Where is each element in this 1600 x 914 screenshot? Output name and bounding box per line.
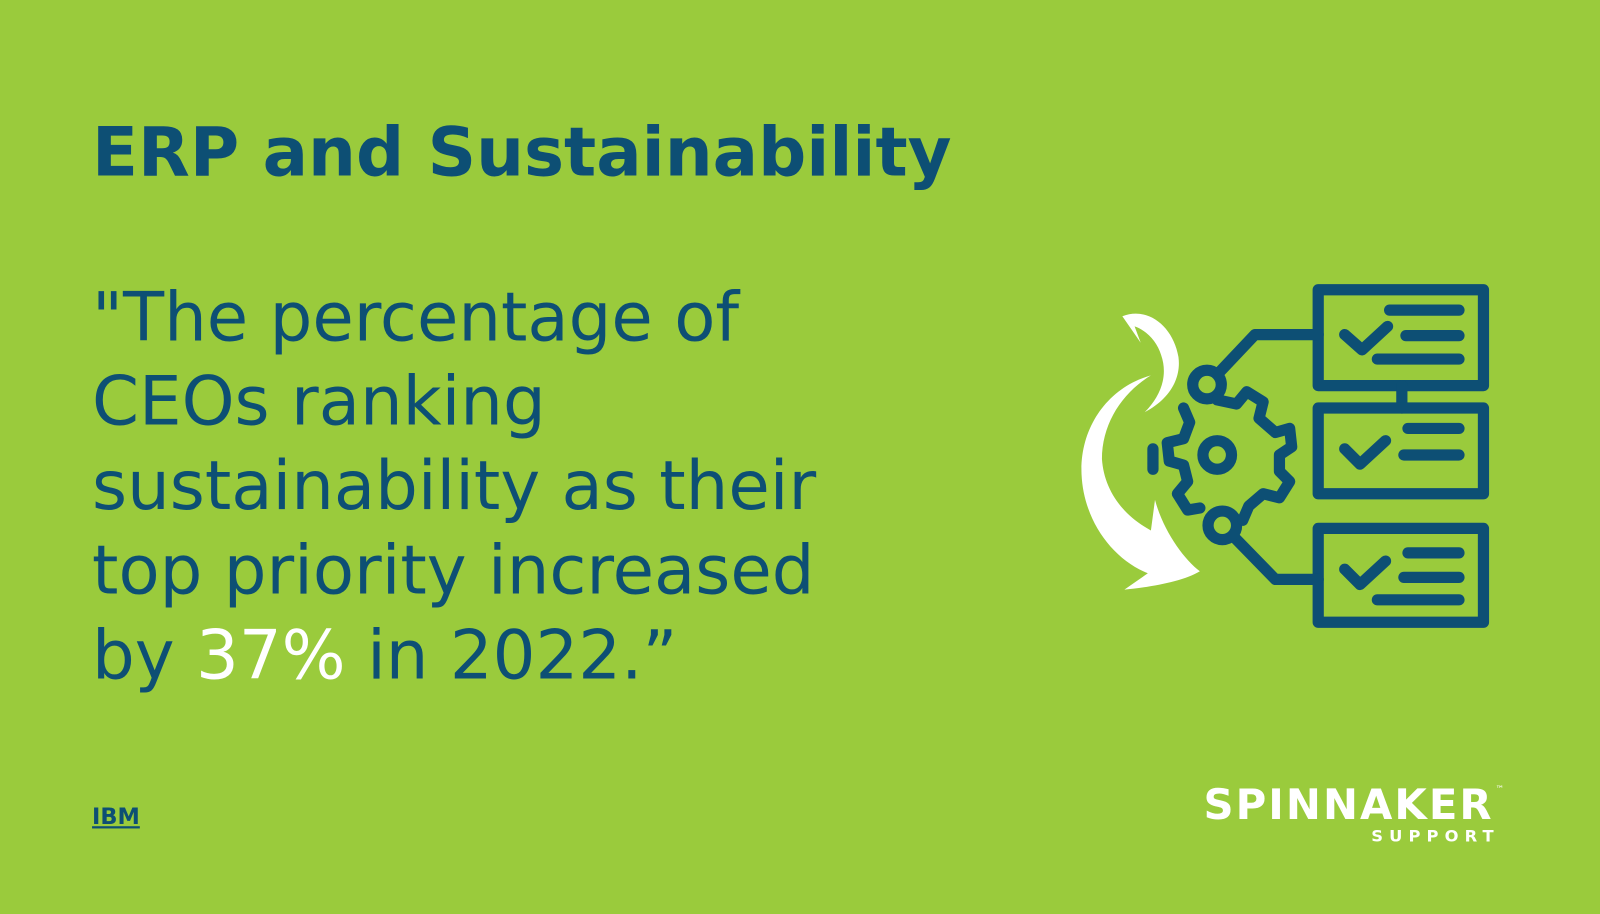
quote-line: by 37% in 2022.” — [92, 616, 677, 694]
source-link[interactable]: IBM — [92, 804, 140, 830]
quote-text: by — [92, 616, 175, 694]
quote-line: CEOs ranking — [92, 362, 546, 440]
title: ERP and Sustainability — [92, 113, 951, 191]
logo-trademark: ™ — [1496, 784, 1504, 794]
logo-name: SPINNAKER — [1203, 780, 1493, 829]
quote-line: "The percentage of — [92, 279, 740, 357]
quote-line: sustainability as their — [92, 447, 816, 525]
highlight: 37% — [196, 616, 346, 694]
process-icon — [1081, 284, 1490, 628]
quote-line: top priority increased — [92, 532, 814, 610]
logo: SPINNAKER ™ SUPPORT — [1203, 780, 1503, 845]
logo-tagline: SUPPORT — [1371, 827, 1500, 846]
quote-text: in 2022.” — [367, 616, 677, 694]
